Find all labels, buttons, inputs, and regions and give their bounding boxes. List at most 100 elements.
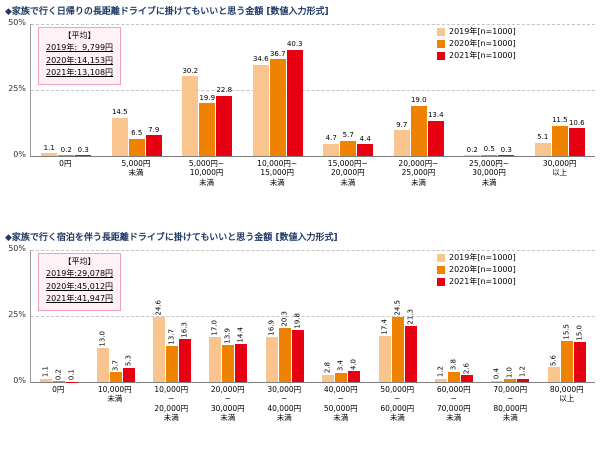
category-label: 20,000円~ 25,000円 未満 (398, 159, 439, 187)
bar-value-label: 2.8 (323, 361, 332, 374)
average-line-2019: 2019年:29,078円 (46, 269, 114, 279)
average-line-2021: 2021年:13,108円 (46, 68, 114, 78)
bar-group: 5.1 11.5 10.6 (525, 24, 596, 156)
bar-value-label: 16.9 (267, 320, 276, 336)
bar-value-label: 5.1 (537, 133, 549, 142)
legend-swatch-2019 (437, 254, 445, 262)
plot-area: 1.1 0.2 0.3 14.5 6.5 7.9 30.2 19.9 22.8 34.6 36.7 4… (30, 24, 595, 157)
category-label: 0円 (59, 159, 72, 168)
bar-slot: 5.3 (122, 250, 135, 382)
bar-2019年 (96, 347, 109, 382)
average-annotation-box: 【平均】 2019年: 9,799円 2020年:14,153円 2021年:1… (38, 27, 122, 85)
legend-label-2019: 2019年[n=1000] (449, 27, 516, 36)
bar-group: 34.6 36.7 40.3 (243, 24, 314, 156)
bar-value-label: 1.1 (43, 143, 55, 152)
average-line-2019: 2019年: 9,799円 (46, 43, 114, 53)
bar-2020年 (269, 59, 286, 156)
bar-group: 14.5 6.5 7.9 (102, 24, 173, 156)
bar-value-label: 14.5 (111, 108, 128, 117)
category-label: 0円 (52, 385, 65, 394)
bar-value-label: 5.7 (342, 131, 354, 140)
bar-slot: 13.7 (166, 250, 179, 382)
category-label: 60,000円 ~70,000円 未満 (436, 385, 471, 423)
legend: 2019年[n=1000] 2020年[n=1000] 2021年[n=1000… (437, 254, 516, 290)
bar-2019年 (322, 374, 335, 382)
bar-slot: 19.9 (199, 24, 216, 156)
bar-2020年 (58, 155, 75, 156)
bar-value-label: 34.6 (252, 55, 269, 64)
bar-slot: 1.2 (435, 250, 448, 382)
bar-slot: 0.5 (481, 24, 498, 156)
bar-2021年 (348, 371, 361, 382)
gridline-50pct (31, 250, 595, 251)
legend-swatch-2020 (437, 266, 445, 274)
bar-value-label: 5.6 (549, 354, 558, 366)
bar-value-label: 17.4 (380, 318, 389, 335)
bar-2020年 (278, 328, 291, 382)
bar-value-label: 13.0 (98, 330, 107, 347)
bar-group: 16.9 20.3 19.8 (257, 250, 313, 382)
bar-slot: 2.8 (322, 250, 335, 382)
bar-value-label: 40.3 (286, 40, 303, 49)
bar-value-label: 13.4 (427, 111, 444, 120)
bar-slot: 0.1 (66, 250, 79, 382)
bar-value-label: 13.7 (167, 328, 176, 345)
bar-value-label: 1.2 (518, 366, 527, 378)
bar-value-label: 6.5 (131, 129, 143, 138)
legend-swatch-2020 (437, 40, 445, 48)
bar-group: 9.7 19.0 13.4 (384, 24, 455, 156)
bar-2020年 (53, 381, 66, 382)
legend-item-2019: 2019年[n=1000] (437, 254, 516, 262)
bar-value-label: 9.7 (396, 120, 408, 129)
bar-2020年 (109, 372, 122, 382)
bar-2020年 (448, 371, 461, 382)
bar-2019年 (435, 378, 448, 382)
bar-2020年 (504, 379, 517, 382)
bar-value-label: 10.6 (568, 118, 585, 127)
bar-2021年 (75, 155, 92, 156)
bar-slot: 0.3 (75, 24, 92, 156)
category-label: 10,000円 ~20,000円 未満 (154, 385, 189, 423)
bar-2021年 (573, 342, 586, 382)
bar-slot: 36.7 (269, 24, 286, 156)
bar-group: 1.2 3.8 2.6 (426, 250, 482, 382)
bar-group: 1.1 0.2 0.3 (31, 24, 102, 156)
bar-value-label: 2.6 (462, 362, 471, 374)
y-axis-tick-0: 0% (13, 150, 26, 159)
average-line-2020: 2020年:14,153円 (46, 55, 114, 65)
bar-slot: 3.8 (448, 250, 461, 382)
bar-2019年 (464, 155, 481, 156)
bar-2020年 (199, 103, 216, 156)
bar-value-label: 24.5 (393, 300, 402, 316)
bar-2021年 (357, 144, 374, 156)
bar-2020年 (551, 125, 568, 156)
bar-2019年 (153, 317, 166, 382)
chart-title: ◆家族で行く日帰りの長距離ドライブに掛けてもいいと思う金額 [数値入力形式] (5, 7, 329, 17)
bar-2020年 (560, 341, 573, 382)
legend-label-2021: 2021年[n=1000] (449, 51, 516, 60)
bar-group: 2.8 3.4 4.0 (313, 250, 369, 382)
bar-slot: 20.3 (278, 250, 291, 382)
bar-value-label: 21.3 (406, 308, 415, 325)
average-heading: 【平均】 (63, 257, 96, 266)
bar-value-label: 0.4 (492, 368, 501, 380)
bar-value-label: 19.9 (199, 93, 216, 102)
bar-groups: 1.1 0.2 0.1 13.0 3.7 5.3 24.6 13.7 16.3 17.0 13.9 1… (31, 250, 595, 382)
bar-slot: 34.6 (252, 24, 269, 156)
bar-group: 13.0 3.7 5.3 (87, 250, 143, 382)
bar-value-label: 30.2 (182, 66, 199, 75)
bar-value-label: 0.5 (483, 145, 495, 154)
legend-swatch-2019 (437, 28, 445, 36)
bar-2021年 (216, 95, 233, 156)
bar-slot: 40.3 (286, 24, 303, 156)
bar-2019年 (209, 337, 222, 382)
average-line-2020: 2020年:45,012円 (46, 281, 114, 291)
bar-slot: 5.7 (340, 24, 357, 156)
category-label: 15,000円~ 20,000円 未満 (327, 159, 368, 187)
bar-2021年 (179, 338, 192, 382)
y-axis-tick-50: 50% (8, 18, 26, 27)
bar-group: 4.7 5.7 4.4 (313, 24, 384, 156)
bar-value-label: 15.0 (575, 325, 584, 341)
bar-value-label: 17.0 (210, 320, 219, 336)
bar-slot: 10.6 (568, 24, 585, 156)
